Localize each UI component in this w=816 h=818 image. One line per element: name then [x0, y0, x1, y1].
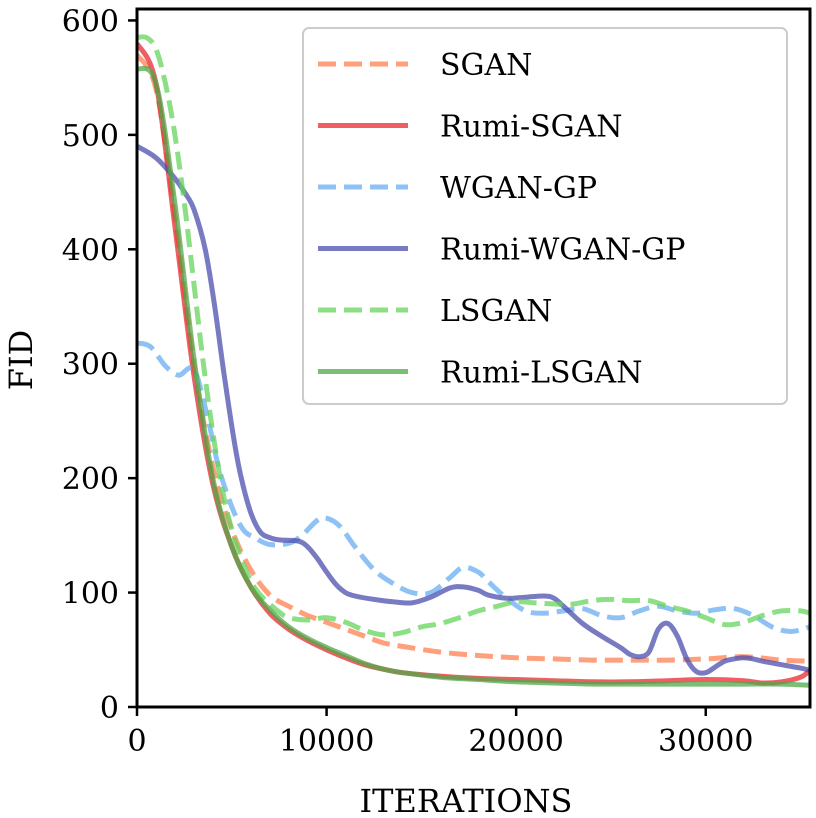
- series-line-rumi-wgan-gp: [137, 144, 810, 676]
- legend-label-lsgan: LSGAN: [440, 294, 552, 329]
- legend-label-wgan-gp: WGAN-GP: [440, 171, 597, 206]
- x-tick-label: 0: [127, 724, 146, 759]
- x-tick-label: 10000: [279, 724, 374, 759]
- y-tick-label: 600: [62, 4, 119, 39]
- legend-label-rumi-sgan: Rumi-SGAN: [440, 110, 623, 145]
- series-line-lsgan: [137, 34, 810, 638]
- legend-label-sgan: SGAN: [440, 48, 532, 83]
- legend-label-rumi-wgan-gp: Rumi-WGAN-GP: [440, 233, 685, 268]
- series-line-rumi-lsgan: [137, 65, 810, 688]
- series-line-wgan-gp: [137, 340, 810, 634]
- y-tick-label: 500: [62, 119, 119, 154]
- x-axis-label: ITERATIONS: [360, 782, 573, 818]
- series-line-sgan: [137, 53, 810, 664]
- y-tick-label: 100: [62, 577, 119, 612]
- axis-ticks: 0 10000 20000 30000 0 100 200 300 400 500 600: [62, 4, 754, 759]
- plot-frame: [135, 7, 812, 709]
- x-tick-label: 20000: [468, 724, 563, 759]
- legend-frame: [302, 27, 788, 405]
- x-tick-label: 30000: [658, 724, 753, 759]
- y-tick-label: 400: [62, 233, 119, 268]
- y-tick-label: 0: [100, 691, 119, 726]
- y-tick-label: 200: [62, 462, 119, 497]
- legend-label-rumi-lsgan: Rumi-LSGAN: [440, 356, 642, 391]
- y-tick-label: 300: [62, 348, 119, 383]
- series-lines: [137, 34, 810, 688]
- legend: SGAN Rumi-SGAN WGAN-GP Rumi-WGAN-GP LSGAN Rum…: [302, 27, 788, 405]
- y-axis-label: FID: [2, 330, 40, 391]
